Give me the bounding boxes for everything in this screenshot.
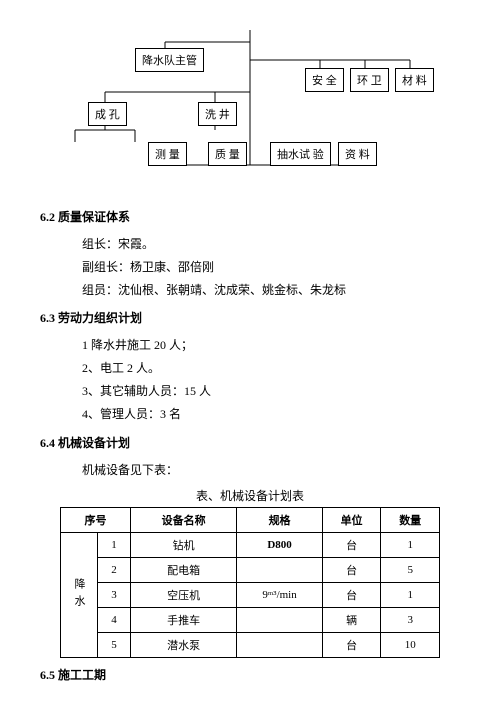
labor-item: 1 降水井施工 20 人； — [82, 334, 460, 357]
org-node-top: 降水队主管 — [135, 48, 204, 72]
table-caption: 表、机械设备计划表 — [40, 487, 460, 504]
table-row: 5 潜水泵 台 10 — [61, 633, 440, 658]
cell-no: 5 — [98, 633, 131, 658]
cell-qty: 1 — [381, 533, 440, 558]
cell-unit: 辆 — [322, 608, 381, 633]
cell-spec — [237, 633, 322, 658]
org-node-safety: 安 全 — [305, 68, 344, 92]
cell-spec — [237, 558, 322, 583]
group-label: 降水 — [61, 533, 98, 658]
col-no: 序号 — [61, 508, 131, 533]
table-row: 2 配电箱 台 5 — [61, 558, 440, 583]
cell-unit: 台 — [322, 533, 381, 558]
cell-no: 1 — [98, 533, 131, 558]
cell-name: 潜水泵 — [131, 633, 237, 658]
cell-qty: 3 — [381, 608, 440, 633]
cell-name: 手推车 — [131, 608, 237, 633]
table-row: 降水 1 钻机 D800 台 1 — [61, 533, 440, 558]
cell-unit: 台 — [322, 583, 381, 608]
cell-spec: 9ᵐ³/min — [237, 583, 322, 608]
labor-item: 2、电工 2 人。 — [82, 357, 460, 380]
equipment-table: 序号 设备名称 规格 单位 数量 降水 1 钻机 D800 台 1 2 配电箱 … — [60, 507, 440, 658]
labor-item: 3、其它辅助人员：15 人 — [82, 380, 460, 403]
org-node-zhiliang: 质 量 — [208, 142, 247, 166]
org-node-celiang: 测 量 — [148, 142, 187, 166]
vice-leader-names: 杨卫康、邵倍刚 — [130, 260, 214, 274]
table-row: 4 手推车 辆 3 — [61, 608, 440, 633]
org-node-choushui: 抽水试 验 — [270, 142, 331, 166]
cell-qty: 5 — [381, 558, 440, 583]
col-unit: 单位 — [322, 508, 381, 533]
org-chart: 降水队主管 安 全 环 卫 材 料 成 孔 洗 井 测 量 质 量 抽水试 验 … — [60, 30, 440, 190]
leader-label: 组长： — [82, 237, 118, 251]
org-node-env: 环 卫 — [350, 68, 389, 92]
section-6-4-intro: 机械设备见下表： — [82, 459, 460, 482]
col-qty: 数量 — [381, 508, 440, 533]
cell-qty: 10 — [381, 633, 440, 658]
cell-no: 4 — [98, 608, 131, 633]
leader-name: 宋霞。 — [118, 237, 154, 251]
cell-name: 空压机 — [131, 583, 237, 608]
heading-6-5: 6.5 施工工期 — [40, 666, 460, 683]
member-label: 组员： — [82, 283, 118, 297]
heading-6-3: 6.3 劳动力组织计划 — [40, 309, 460, 326]
vice-leader-label: 副组长： — [82, 260, 130, 274]
table-row: 3 空压机 9ᵐ³/min 台 1 — [61, 583, 440, 608]
cell-spec: D800 — [237, 533, 322, 558]
cell-qty: 1 — [381, 583, 440, 608]
cell-unit: 台 — [322, 633, 381, 658]
cell-no: 2 — [98, 558, 131, 583]
col-spec: 规格 — [237, 508, 322, 533]
labor-item: 4、管理人员：3 名 — [82, 403, 460, 426]
cell-unit: 台 — [322, 558, 381, 583]
org-node-xijing: 洗 井 — [198, 102, 237, 126]
org-node-chengkong: 成 孔 — [88, 102, 127, 126]
section-6-2-body: 组长：宋霞。 副组长：杨卫康、邵倍刚 组员：沈仙根、张朝靖、沈成荣、姚金标、朱龙… — [82, 233, 460, 301]
heading-6-2: 6.2 质量保证体系 — [40, 208, 460, 225]
cell-no: 3 — [98, 583, 131, 608]
member-names: 沈仙根、张朝靖、沈成荣、姚金标、朱龙标 — [118, 283, 346, 297]
table-header-row: 序号 设备名称 规格 单位 数量 — [61, 508, 440, 533]
cell-spec — [237, 608, 322, 633]
org-node-ziliao: 资 料 — [338, 142, 377, 166]
cell-name: 钻机 — [131, 533, 237, 558]
cell-name: 配电箱 — [131, 558, 237, 583]
org-node-material: 材 料 — [395, 68, 434, 92]
col-name: 设备名称 — [131, 508, 237, 533]
section-6-3-body: 1 降水井施工 20 人； 2、电工 2 人。 3、其它辅助人员：15 人 4、… — [82, 334, 460, 425]
heading-6-4: 6.4 机械设备计划 — [40, 434, 460, 451]
